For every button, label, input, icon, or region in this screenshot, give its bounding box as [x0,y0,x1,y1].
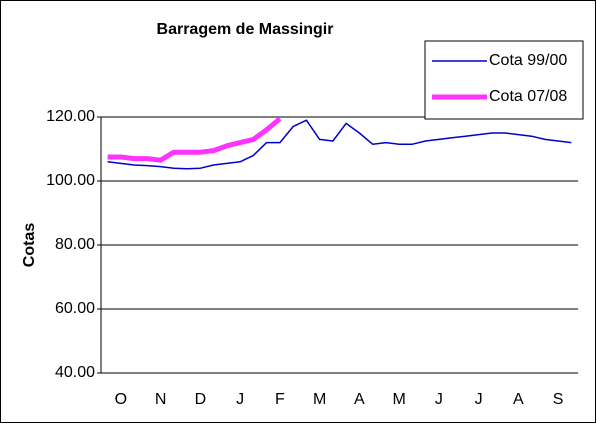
y-tick-label: 60.00 [55,300,95,317]
y-tick-label: 120.00 [46,108,95,125]
x-tick-label: M [313,391,326,408]
y-axis-label: Cotas [21,223,38,268]
x-tick-label: O [115,391,127,408]
x-tick-label: N [155,391,167,408]
legend-label: Cota 07/08 [489,88,567,105]
x-tick-label: J [435,391,443,408]
x-tick-label: M [392,391,405,408]
y-tick-label: 80.00 [55,236,95,253]
y-tick-label: 40.00 [55,364,95,381]
x-tick-label: A [354,391,365,408]
line-series [107,116,282,163]
x-tick-label: J [236,391,244,408]
line-series [107,119,572,170]
x-tick-label: D [195,391,207,408]
y-tick-label: 100.00 [46,172,95,189]
legend-label: Cota 99/00 [489,52,567,69]
x-tick-label: A [513,391,524,408]
chart-title: Barragem de Massingir [157,21,334,38]
x-tick-label: S [553,391,564,408]
x-tick-label: J [475,391,483,408]
x-tick-label: F [275,391,285,408]
legend-box [424,40,584,120]
